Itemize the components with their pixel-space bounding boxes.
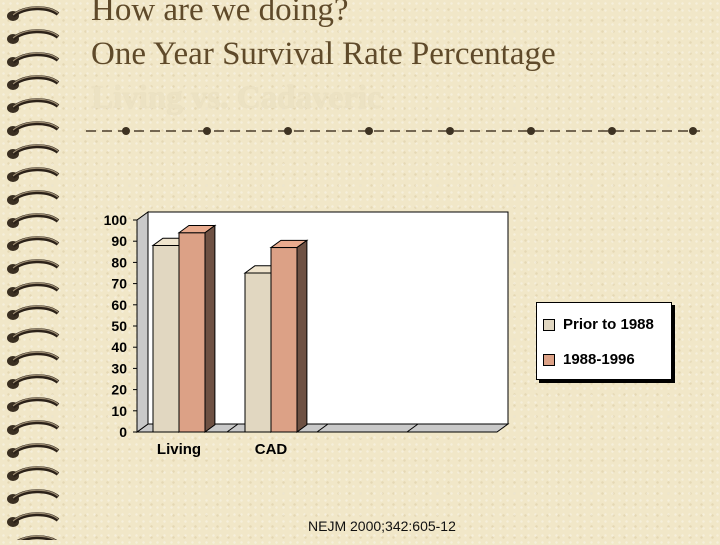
binding-ring	[7, 191, 58, 205]
binding-ring	[7, 7, 58, 21]
legend-swatch-recent	[543, 354, 555, 366]
divider-dot	[122, 127, 130, 135]
y-tick-label: 70	[111, 276, 127, 292]
y-tick-label: 60	[111, 297, 127, 313]
bar-front	[153, 245, 179, 432]
binding-ring	[7, 490, 58, 504]
divider-dot	[446, 127, 454, 135]
slide-title-line-2: One Year Survival Rate Percentage	[91, 36, 556, 72]
plot-side-wall	[137, 212, 148, 432]
binding-ring	[7, 99, 58, 113]
x-category-label: Living	[157, 441, 201, 458]
divider-dot	[608, 127, 616, 135]
y-tick-label: 30	[111, 360, 127, 376]
binding-ring	[7, 352, 58, 366]
binding-ring	[7, 398, 58, 412]
binding-ring	[7, 329, 58, 343]
y-tick-label: 100	[104, 212, 128, 228]
divider-dot	[365, 127, 373, 135]
binding-ring	[7, 122, 58, 136]
source-citation: NEJM 2000;342:605-12	[308, 518, 456, 534]
bar-side	[297, 240, 307, 432]
bar-front	[179, 233, 205, 432]
bar-front	[271, 248, 297, 432]
bar-side	[205, 226, 215, 432]
divider-dot	[527, 127, 535, 135]
bar	[271, 240, 307, 432]
y-tick-label: 10	[111, 403, 127, 419]
y-tick-label: 0	[119, 424, 127, 440]
y-tick-label: 90	[111, 233, 127, 249]
binding-ring	[7, 536, 58, 540]
binding-ring	[7, 306, 58, 320]
chart-legend: Prior to 1988 1988-1996	[536, 302, 672, 380]
y-tick-label: 40	[111, 339, 127, 355]
binding-ring	[7, 76, 58, 90]
binding-ring	[7, 375, 58, 389]
slide-title-line-3: Living vs. Cadaveric	[91, 80, 382, 116]
binding-ring	[7, 444, 58, 458]
legend-label-recent: 1988-1996	[563, 351, 635, 368]
binding-ring	[7, 30, 58, 44]
x-category-label: CAD	[255, 441, 288, 458]
binding-ring	[7, 283, 58, 297]
y-tick-label: 80	[111, 254, 127, 270]
slide-title-line-1: How are we doing?	[91, 0, 349, 28]
binding-ring	[7, 145, 58, 159]
divider-dot	[203, 127, 211, 135]
binding-ring	[7, 467, 58, 481]
binding-ring	[7, 237, 58, 251]
legend-label-prior: Prior to 1988	[563, 316, 654, 333]
spiral-binding	[0, 0, 62, 540]
y-tick-label: 50	[111, 318, 127, 334]
binding-ring	[7, 421, 58, 435]
spiral-binding-rings	[0, 0, 62, 540]
legend-swatch-prior	[543, 319, 555, 331]
bar	[179, 226, 215, 432]
bar-front	[245, 273, 271, 432]
dotted-divider	[86, 126, 700, 136]
legend-item-recent: 1988-1996	[543, 351, 635, 368]
y-tick-label: 20	[111, 382, 127, 398]
binding-ring	[7, 260, 58, 274]
binding-ring	[7, 168, 58, 182]
divider-dot	[284, 127, 292, 135]
binding-ring	[7, 214, 58, 228]
divider-dot	[689, 127, 697, 135]
binding-ring	[7, 513, 58, 527]
legend-item-prior: Prior to 1988	[543, 316, 654, 333]
binding-ring	[7, 53, 58, 67]
